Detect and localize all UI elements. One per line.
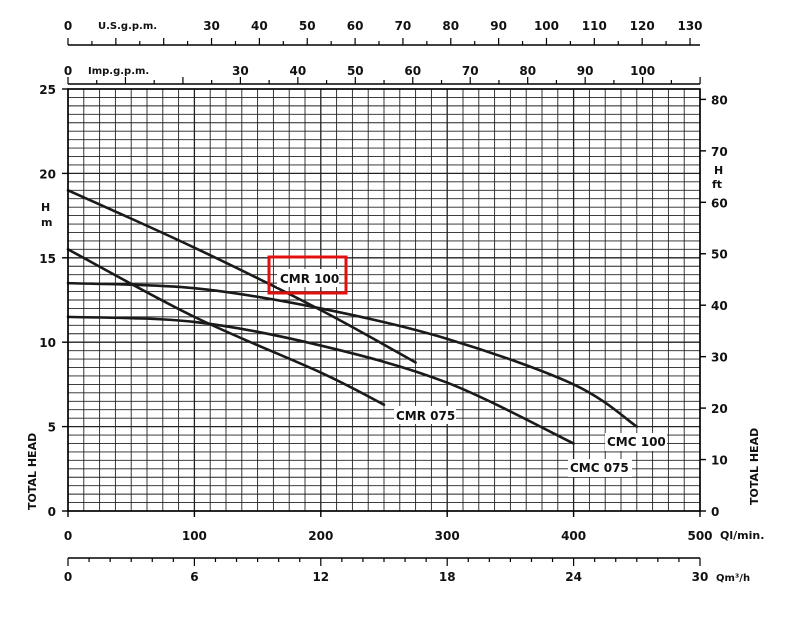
x-usgpm-tick-label: 0: [64, 19, 72, 33]
series-line-cmr-075: [66, 248, 386, 406]
y-unit-right-h: H: [714, 164, 723, 177]
x-tick-label: 500: [687, 529, 712, 543]
y-right-tick-label: 40: [711, 299, 728, 313]
label-cmr-075: CMR 075: [396, 409, 455, 423]
cmr-075-label-bg: [394, 406, 456, 424]
x-impgpm-tick-label: 50: [347, 64, 364, 78]
series-line-cmr-100: [66, 188, 417, 364]
x-usgpm-tick-label: 60: [347, 19, 364, 33]
y-tick-label: 15: [39, 252, 56, 266]
x-impgpm-tick-label: 0: [64, 64, 72, 78]
y-tick-label: 20: [39, 167, 56, 181]
x-m3h-tick-label: 6: [190, 570, 198, 584]
y-tick-label: 0: [48, 505, 56, 519]
y-right-tick-label: 20: [711, 402, 728, 416]
x-usgpm-tick-label: 30: [203, 19, 220, 33]
y-unit-right-ft: ft: [712, 178, 722, 191]
x-m3h-tick-label: 30: [692, 570, 709, 584]
y-right-tick-label: 70: [711, 145, 728, 159]
y-right-tick-label: 60: [711, 196, 728, 210]
x-tick-label: 100: [182, 529, 207, 543]
cmr-100-highlight-box: [267, 255, 348, 295]
x-usgpm-tick-label: 80: [442, 19, 459, 33]
x-top-usgpm-label: U.S.g.p.m.: [98, 21, 157, 32]
x-top-impgpm-label: Imp.g.p.m.: [88, 66, 149, 77]
y-axis-label-right: TOTAL HEAD: [748, 428, 761, 505]
label-cmc-100: CMC 100: [607, 435, 666, 449]
cmc-100-label-bg: [605, 433, 667, 451]
x-usgpm-tick-label: 100: [534, 19, 559, 33]
x-impgpm-tick-label: 40: [289, 64, 306, 78]
y-unit-left-m: m: [41, 216, 52, 229]
x-impgpm-tick-label: 70: [462, 64, 479, 78]
x-usgpm-tick-label: 90: [490, 19, 507, 33]
plot-frame: [67, 88, 701, 512]
x-tick-label: 300: [435, 529, 460, 543]
x-usgpm-tick-label: 120: [630, 19, 655, 33]
x-usgpm-tick-label: 50: [299, 19, 316, 33]
x-usgpm-tick-label: 70: [395, 19, 412, 33]
series-line-cmc-075: [66, 315, 575, 445]
y-tick-label: 5: [48, 421, 56, 435]
label-cmc-075: CMC 075: [570, 461, 629, 475]
x-impgpm-tick-label: 80: [519, 64, 536, 78]
x-m3h-tick-label: 0: [64, 570, 72, 584]
x-secondary-axis-label: Qm³/h: [716, 573, 750, 584]
x-tick-label: 200: [308, 529, 333, 543]
cmc-075-label-bg: [568, 459, 632, 477]
y-right-tick-label: 0: [711, 505, 719, 519]
x-impgpm-tick-label: 90: [577, 64, 594, 78]
x-usgpm-tick-label: 130: [677, 19, 702, 33]
x-tick-label: 400: [561, 529, 586, 543]
y-right-tick-label: 80: [711, 93, 728, 107]
x-m3h-tick-label: 18: [439, 570, 456, 584]
x-usgpm-tick-label: 110: [582, 19, 607, 33]
y-right-tick-label: 50: [711, 248, 728, 262]
series-lines: [66, 188, 639, 445]
y-unit-left-h: H: [41, 201, 50, 214]
series-line-cmc-100: [66, 281, 639, 428]
y-tick-label: 25: [39, 83, 56, 97]
x-usgpm-tick-label: 40: [251, 19, 268, 33]
y-right-tick-label: 30: [711, 351, 728, 365]
x-m3h-tick-label: 24: [565, 570, 582, 584]
cmr-100-label-bg: [277, 269, 339, 287]
y-axis-label-left: TOTAL HEAD: [26, 433, 39, 510]
x-impgpm-tick-label: 100: [630, 64, 655, 78]
y-tick-label: 10: [39, 336, 56, 350]
x-axis-label: Ql/min.: [720, 529, 764, 542]
y-right-tick-label: 10: [711, 454, 728, 468]
x-impgpm-tick-label: 30: [232, 64, 249, 78]
x-impgpm-tick-label: 60: [404, 64, 421, 78]
label-cmr-100: CMR 100: [280, 272, 339, 286]
x-tick-label: 0: [64, 529, 72, 543]
x-m3h-tick-label: 12: [312, 570, 329, 584]
